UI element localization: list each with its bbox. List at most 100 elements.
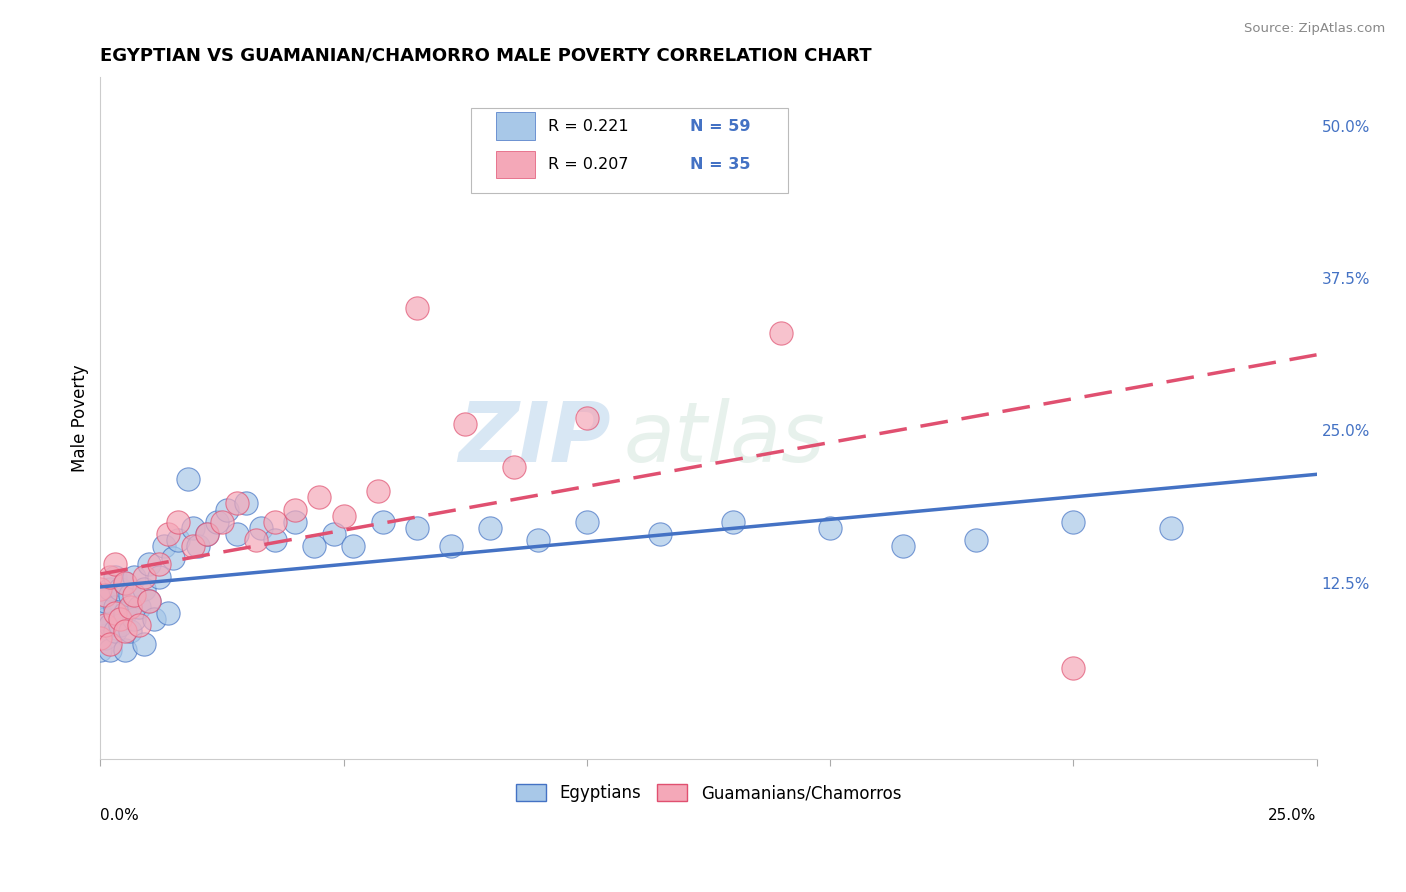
- Point: [114, 575, 136, 590]
- Point: [405, 301, 427, 316]
- FancyBboxPatch shape: [496, 151, 534, 178]
- Point: [478, 521, 501, 535]
- Point: [167, 515, 190, 529]
- Point: [134, 569, 156, 583]
- Point: [138, 594, 160, 608]
- Point: [134, 582, 156, 596]
- Point: [371, 515, 394, 529]
- Text: 25.0%: 25.0%: [1268, 808, 1316, 823]
- Text: 0.0%: 0.0%: [100, 808, 139, 823]
- Point: [124, 569, 146, 583]
- Point: [104, 624, 127, 639]
- Point: [1160, 521, 1182, 535]
- Point: [177, 472, 200, 486]
- Point: [104, 606, 127, 620]
- Point: [134, 637, 156, 651]
- Point: [367, 484, 389, 499]
- Point: [114, 575, 136, 590]
- Point: [114, 624, 136, 639]
- FancyBboxPatch shape: [496, 112, 534, 140]
- Text: N = 59: N = 59: [690, 119, 751, 134]
- Point: [104, 558, 127, 572]
- Point: [454, 417, 477, 432]
- Legend: Egyptians, Guamanians/Chamorros: Egyptians, Guamanians/Chamorros: [509, 778, 908, 809]
- Point: [89, 582, 111, 596]
- Point: [114, 606, 136, 620]
- FancyBboxPatch shape: [471, 108, 787, 193]
- Point: [157, 606, 180, 620]
- Point: [187, 539, 209, 553]
- Point: [98, 569, 121, 583]
- Point: [575, 515, 598, 529]
- Point: [124, 612, 146, 626]
- Point: [94, 612, 117, 626]
- Point: [138, 594, 160, 608]
- Point: [124, 588, 146, 602]
- Point: [118, 624, 141, 639]
- Point: [225, 496, 247, 510]
- Y-axis label: Male Poverty: Male Poverty: [72, 364, 89, 472]
- Point: [108, 618, 131, 632]
- Point: [94, 588, 117, 602]
- Point: [527, 533, 550, 547]
- Point: [264, 533, 287, 547]
- Point: [181, 521, 204, 535]
- Point: [818, 521, 841, 535]
- Point: [94, 618, 117, 632]
- Point: [891, 539, 914, 553]
- Point: [89, 588, 111, 602]
- Point: [98, 618, 121, 632]
- Point: [342, 539, 364, 553]
- Point: [138, 558, 160, 572]
- Point: [439, 539, 461, 553]
- Point: [98, 637, 121, 651]
- Point: [89, 642, 111, 657]
- Point: [1062, 661, 1084, 675]
- Point: [322, 527, 344, 541]
- Point: [284, 515, 307, 529]
- Point: [770, 326, 793, 340]
- Point: [142, 612, 165, 626]
- Point: [332, 508, 354, 523]
- Point: [128, 600, 150, 615]
- Point: [108, 612, 131, 626]
- Point: [195, 527, 218, 541]
- Text: atlas: atlas: [623, 398, 825, 479]
- Point: [162, 551, 184, 566]
- Text: ZIP: ZIP: [458, 398, 612, 479]
- Point: [108, 582, 131, 596]
- Point: [148, 558, 170, 572]
- Point: [157, 527, 180, 541]
- Point: [94, 631, 117, 645]
- Point: [215, 502, 238, 516]
- Point: [89, 631, 111, 645]
- Point: [245, 533, 267, 547]
- Point: [211, 515, 233, 529]
- Point: [104, 569, 127, 583]
- Point: [118, 588, 141, 602]
- Point: [152, 539, 174, 553]
- Point: [89, 606, 111, 620]
- Point: [264, 515, 287, 529]
- Text: N = 35: N = 35: [690, 157, 751, 172]
- Point: [502, 459, 524, 474]
- Text: R = 0.207: R = 0.207: [548, 157, 628, 172]
- Point: [965, 533, 987, 547]
- Point: [104, 600, 127, 615]
- Point: [167, 533, 190, 547]
- Point: [235, 496, 257, 510]
- Text: EGYPTIAN VS GUAMANIAN/CHAMORRO MALE POVERTY CORRELATION CHART: EGYPTIAN VS GUAMANIAN/CHAMORRO MALE POVE…: [100, 46, 872, 64]
- Point: [148, 569, 170, 583]
- Point: [648, 527, 671, 541]
- Point: [118, 600, 141, 615]
- Point: [225, 527, 247, 541]
- Point: [304, 539, 326, 553]
- Point: [721, 515, 744, 529]
- Point: [205, 515, 228, 529]
- Point: [181, 539, 204, 553]
- Text: R = 0.221: R = 0.221: [548, 119, 628, 134]
- Point: [575, 411, 598, 425]
- Point: [195, 527, 218, 541]
- Point: [98, 642, 121, 657]
- Text: Source: ZipAtlas.com: Source: ZipAtlas.com: [1244, 22, 1385, 36]
